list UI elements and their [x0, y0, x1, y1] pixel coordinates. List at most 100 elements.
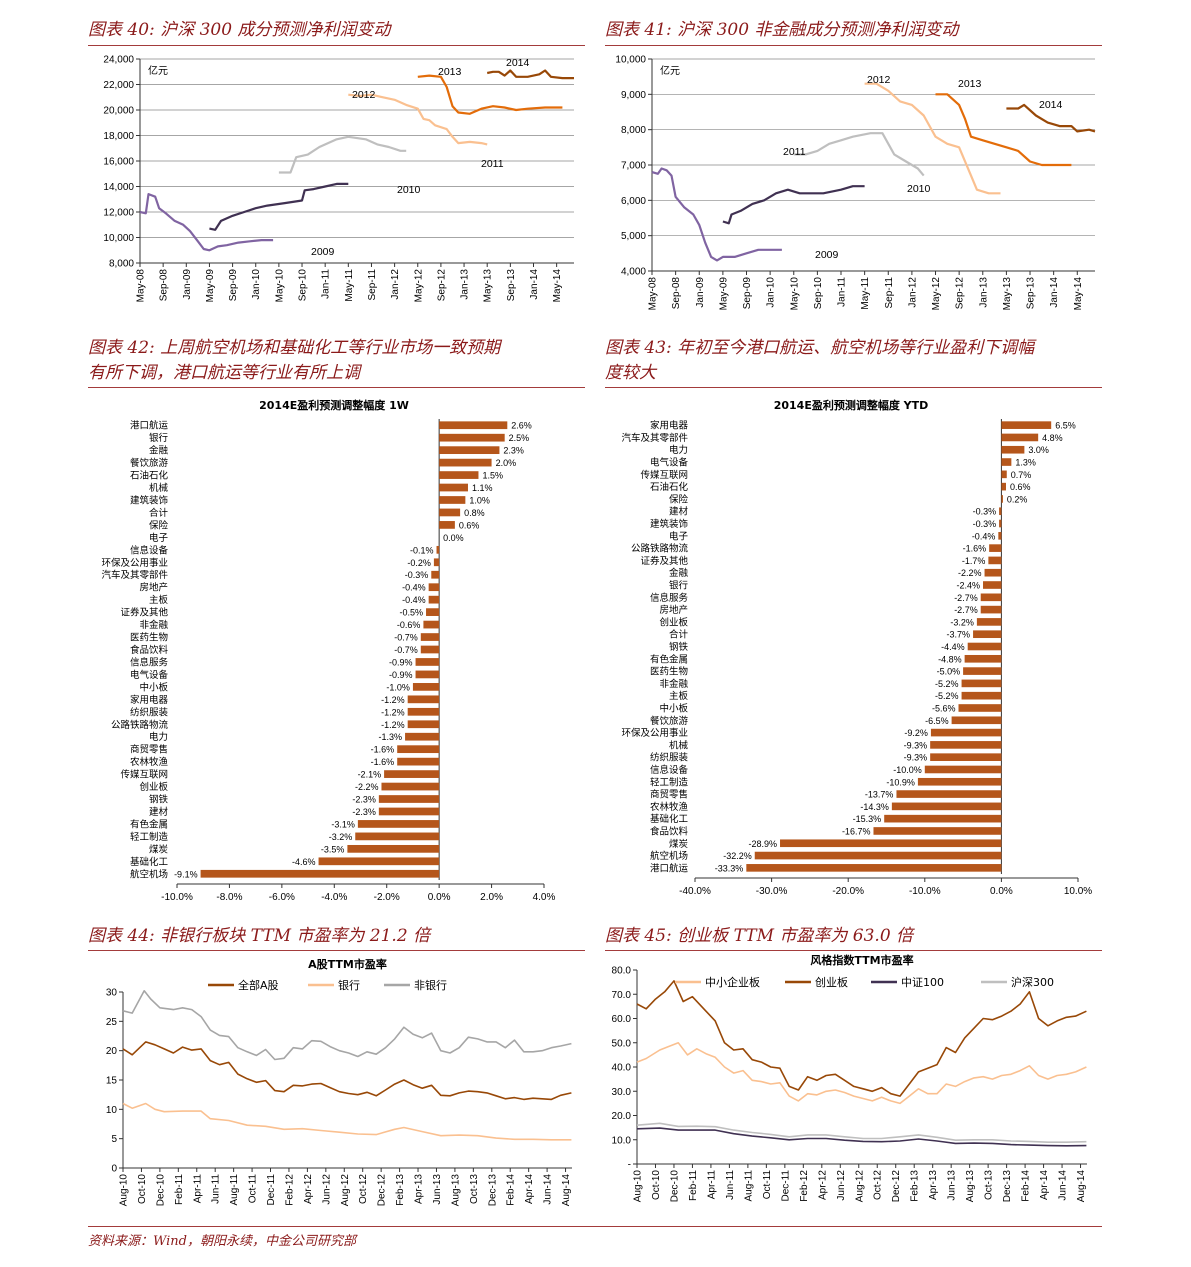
fig42-category-label: 纺织服装 [130, 706, 169, 718]
fig44-x-tick-label: Apr-14 [524, 1174, 535, 1204]
fig42-category-label: 信息服务 [130, 656, 169, 668]
fig44-series-line-银行 [122, 1102, 572, 1141]
fig45-x-tick-label: Aug-13 [965, 1170, 976, 1203]
fig43-bar [988, 556, 1002, 565]
fig41-x-tick-label: Jan-10 [766, 277, 777, 308]
fig43-bar [746, 864, 1002, 872]
fig43-bar [961, 691, 1002, 700]
fig40-y-tick-label: 12,000 [103, 208, 134, 219]
fig41-x-tick-label: Jan-11 [837, 277, 848, 307]
fig42-bar [384, 770, 440, 778]
fig43-category-label: 传媒互联网 [640, 469, 688, 481]
fig40-series-label: 2012 [352, 89, 376, 101]
fig43-bar [1001, 445, 1025, 454]
fig41-series-line-2013 [935, 93, 1072, 167]
fig42-data-label: -0.7% [394, 633, 418, 643]
fig43-category-label: 建材 [669, 506, 689, 518]
fig42-title-rule [88, 387, 585, 388]
fig40-x-tick-label: Sep-13 [506, 269, 517, 302]
fig42-title-line1: 图表 42: 上周航空机场和基础化工等行业市场一致预期 [88, 338, 501, 358]
fig43-category-label: 创业板 [659, 616, 688, 628]
fig45-legend-label: 沪深300 [1011, 975, 1054, 989]
fig43-category-label: 家用电器 [650, 420, 689, 432]
fig40-x-tick-label: Jan-11 [321, 269, 332, 299]
fig42-data-label: -0.3% [405, 570, 429, 580]
fig44-x-tick-label: Oct-10 [137, 1174, 148, 1204]
fig43-bar [1001, 495, 1003, 503]
fig42-category-label: 证券及其他 [120, 607, 168, 619]
fig42-category-label: 汽车及其零部件 [101, 569, 168, 581]
fig43-bar [1001, 470, 1007, 479]
fig40-x-tick-label: May-11 [344, 269, 355, 302]
fig43-bar [964, 654, 1002, 663]
fig40-series-line-2011 [278, 135, 407, 174]
fig42-chart-title: 2014E盈利预测调整幅度 1W [259, 398, 409, 412]
fig43-data-label: -16.7% [842, 826, 871, 836]
fig45-x-tick-label: Oct-11 [762, 1170, 773, 1200]
fig43-bar [999, 507, 1002, 516]
fig45-x-tick-label: Aug-11 [743, 1170, 754, 1202]
fig44-y-tick-label: 5 [111, 1134, 117, 1145]
fig43-category-label: 纺织服装 [650, 752, 689, 764]
fig44-x-tick-label: Aug-14 [561, 1174, 572, 1207]
fig42-x-tick-label: -8.0% [216, 892, 242, 903]
fig43-bar [1001, 433, 1039, 442]
fig43-category-label: 港口航运 [650, 862, 689, 874]
fig43-data-label: -5.2% [935, 679, 959, 689]
fig42-category-label: 商贸零售 [130, 744, 168, 756]
fig45-series-line-创业板 [636, 980, 1087, 1097]
fig42-data-label: -4.6% [292, 857, 316, 867]
fig42-bar [397, 745, 440, 754]
fig42-title-line2: 有所下调，港口航运等行业有所上调 [88, 363, 360, 383]
fig44-x-tick-label: Apr-12 [303, 1174, 314, 1204]
fig43-bar [983, 581, 1002, 589]
fig43-bar [1001, 458, 1012, 466]
fig42-data-label: 2.6% [511, 421, 532, 431]
fig40-x-tick-label: May-08 [136, 269, 147, 303]
fig42-data-label: 0.6% [459, 520, 480, 530]
fig43-title-line2: 度较大 [605, 363, 656, 383]
fig43-title: 图表 43: 年初至今港口航运、航空机场等行业盈利下调幅 度较大 [605, 336, 1034, 386]
fig42-data-label: -2.1% [358, 770, 382, 780]
fig41-x-tick-label: May-08 [648, 277, 659, 311]
fig43-bar [917, 777, 1002, 786]
fig43-data-label: -15.3% [853, 814, 882, 824]
fig43-category-label: 商贸零售 [650, 789, 688, 801]
fig42-category-label: 金融 [149, 445, 169, 457]
fig42-category-label: 保险 [149, 519, 169, 531]
fig44-y-tick-label: 25 [106, 1017, 118, 1028]
fig42-data-label: -2.3% [352, 807, 376, 817]
fig41-series-label: 2013 [958, 78, 982, 90]
fig44-x-tick-label: Oct-12 [358, 1174, 369, 1204]
fig43-bar [930, 741, 1002, 749]
fig43-category-label: 有色金属 [650, 653, 688, 665]
fig42-category-label: 环保及公用事业 [101, 557, 168, 569]
fig45-x-tick-label: Dec-10 [669, 1170, 680, 1203]
fig45-x-tick-label: Feb-13 [910, 1170, 921, 1202]
fig45-x-tick-label: Dec-12 [891, 1170, 902, 1203]
fig42-category-label: 餐饮旅游 [130, 457, 169, 469]
fig43-category-label: 汽车及其零部件 [621, 432, 688, 444]
fig41-series-line-2012 [864, 82, 1001, 195]
fig42-bar [436, 545, 440, 554]
fig43-data-label: -6.5% [925, 716, 949, 726]
fig43-bar [780, 839, 1002, 848]
fig43-bar [967, 642, 1002, 651]
fig40-x-tick-label: May-10 [274, 269, 285, 303]
fig40-y-tick-label: 10,000 [103, 233, 134, 244]
fig45-x-tick-label: Feb-12 [799, 1170, 810, 1202]
fig43-data-label: 0.2% [1007, 494, 1028, 504]
fig41-unit-label: 亿元 [660, 64, 680, 77]
fig43-x-tick-label: 10.0% [1064, 886, 1092, 897]
fig41-x-tick-label: Sep-11 [884, 277, 895, 309]
fig44-y-tick-label: 30 [106, 988, 118, 999]
fig40-series-line-2014 [486, 69, 574, 80]
fig43-data-label: -28.9% [748, 839, 777, 849]
fig43-bar [1001, 482, 1006, 491]
fig44-y-tick-label: 0 [111, 1164, 117, 1175]
fig41-chart: 4,000 5,000 6,000 7,000 8,000 9,000 10,000 May-… [605, 52, 1102, 327]
fig42-data-label: -0.2% [407, 558, 431, 568]
fig44-y-tick-label: 20 [106, 1046, 118, 1057]
fig45-title: 图表 45: 创业板 TTM 市盈率为 63.0 倍 [605, 926, 914, 946]
